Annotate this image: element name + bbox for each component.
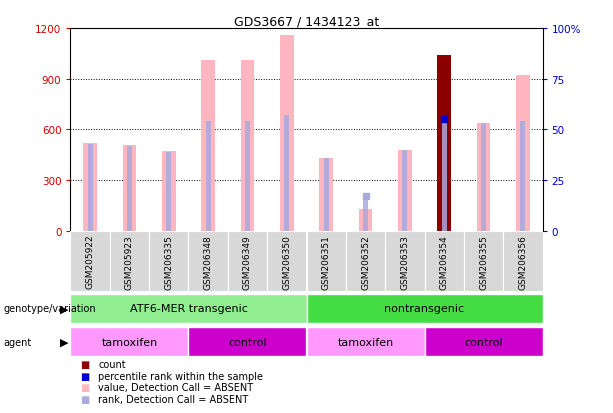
Text: ■: ■ <box>80 371 89 381</box>
Text: GSM206348: GSM206348 <box>204 234 213 289</box>
Bar <box>70 231 110 291</box>
Bar <box>245 122 250 231</box>
Bar <box>402 150 407 231</box>
Bar <box>201 61 215 231</box>
Bar <box>464 231 503 291</box>
Bar <box>385 231 424 291</box>
Text: ▶: ▶ <box>60 337 69 347</box>
Bar <box>189 327 306 356</box>
Bar <box>70 327 189 356</box>
Bar <box>83 144 97 231</box>
Text: ■: ■ <box>80 382 89 392</box>
Text: nontransgenic: nontransgenic <box>384 304 465 314</box>
Bar <box>70 294 306 324</box>
Bar <box>424 327 543 356</box>
Bar <box>398 150 412 231</box>
Bar <box>346 231 385 291</box>
Bar <box>359 209 372 231</box>
Bar <box>424 231 464 291</box>
Bar <box>319 159 333 231</box>
Text: ▶: ▶ <box>60 304 69 314</box>
Text: GSM206350: GSM206350 <box>283 234 291 289</box>
Text: GSM206351: GSM206351 <box>322 234 330 289</box>
Text: GSM206356: GSM206356 <box>519 234 527 289</box>
Text: GSM206352: GSM206352 <box>361 234 370 289</box>
Text: GSM205922: GSM205922 <box>86 234 94 289</box>
Text: GSM205923: GSM205923 <box>125 234 134 289</box>
Text: agent: agent <box>3 337 31 347</box>
Bar <box>88 144 93 231</box>
Bar <box>503 231 543 291</box>
Bar <box>520 122 525 231</box>
Bar <box>228 231 267 291</box>
Bar <box>363 197 368 231</box>
Bar <box>162 152 176 231</box>
Text: rank, Detection Call = ABSENT: rank, Detection Call = ABSENT <box>98 394 248 404</box>
Bar <box>324 159 329 231</box>
Bar <box>267 231 306 291</box>
Text: control: control <box>228 337 267 347</box>
Bar <box>149 231 189 291</box>
Bar <box>280 36 294 231</box>
Bar <box>306 327 424 356</box>
Bar <box>477 123 490 231</box>
Bar <box>442 120 447 231</box>
Text: GSM206353: GSM206353 <box>400 234 409 289</box>
Bar <box>110 231 149 291</box>
Text: GSM206354: GSM206354 <box>440 234 449 289</box>
Text: ATF6-MER transgenic: ATF6-MER transgenic <box>129 304 248 314</box>
Text: genotype/variation: genotype/variation <box>3 304 96 314</box>
Bar <box>481 124 486 231</box>
Text: ■: ■ <box>80 394 89 404</box>
Bar <box>306 294 543 324</box>
Title: GDS3667 / 1434123_at: GDS3667 / 1434123_at <box>234 15 379 28</box>
Bar <box>437 56 451 231</box>
Bar <box>284 116 289 231</box>
Text: value, Detection Call = ABSENT: value, Detection Call = ABSENT <box>98 382 253 392</box>
Text: count: count <box>98 359 126 369</box>
Text: percentile rank within the sample: percentile rank within the sample <box>98 371 263 381</box>
Text: tamoxifen: tamoxifen <box>337 337 394 347</box>
Text: GSM206349: GSM206349 <box>243 234 252 289</box>
Bar <box>123 145 136 231</box>
Bar <box>306 231 346 291</box>
Text: ■: ■ <box>80 359 89 369</box>
Bar <box>189 231 228 291</box>
Text: control: control <box>464 337 503 347</box>
Bar <box>127 146 132 231</box>
Bar <box>166 152 171 231</box>
Text: GSM206355: GSM206355 <box>479 234 488 289</box>
Bar <box>516 76 530 231</box>
Bar <box>206 122 211 231</box>
Bar <box>241 61 254 231</box>
Text: GSM206335: GSM206335 <box>164 234 173 289</box>
Text: tamoxifen: tamoxifen <box>101 337 158 347</box>
